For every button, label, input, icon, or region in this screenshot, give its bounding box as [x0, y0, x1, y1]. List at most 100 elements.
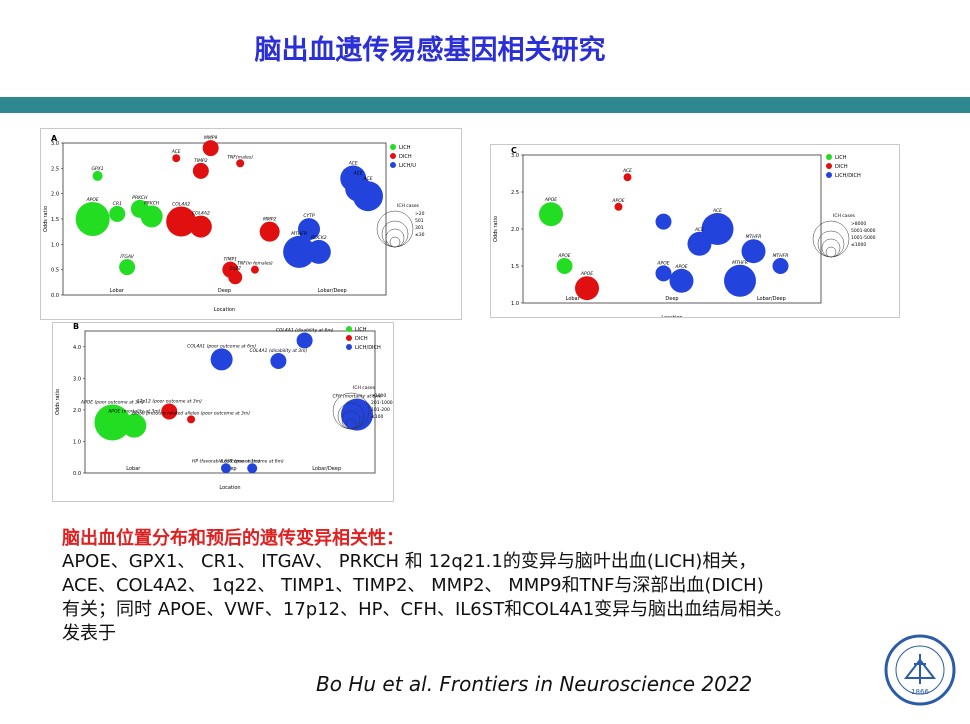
panel-letter-b: B	[73, 323, 79, 331]
bubble-lich-dich	[741, 239, 766, 264]
bubble-label: TIMP1	[224, 257, 238, 263]
bubble-lich-u	[283, 235, 316, 268]
legend-swatch	[346, 344, 352, 350]
legend-label: DICH	[399, 154, 412, 160]
bubble-label: ACE	[712, 208, 722, 214]
bubble-label: MMP9	[204, 135, 217, 141]
bubble-label: APOE	[656, 260, 669, 266]
bubble-lich-u	[306, 239, 331, 264]
bubble-label: APOE	[557, 253, 570, 259]
bubble-label: APOE	[544, 197, 557, 203]
ytick-label: 0.0	[51, 293, 59, 299]
ytick-label: 2.5	[511, 190, 519, 196]
legend-label: LICH/DICH	[355, 345, 381, 351]
legend-swatch	[390, 144, 396, 150]
bubble-lich-dich	[724, 264, 756, 297]
hospital-logo: 1866	[884, 634, 956, 706]
size-legend-ring	[821, 238, 841, 258]
bubble-lich-u	[298, 218, 320, 241]
bubble-dich	[161, 403, 178, 420]
bubble-label: 1q22	[230, 265, 242, 271]
bubble-lich-dich	[687, 231, 712, 256]
bubble-label: CR1	[113, 201, 122, 207]
ytick-label: 0.5	[51, 268, 59, 274]
x-category-label: Lobar	[110, 288, 125, 294]
bubble-label: COL4A1 (disability at 6m)	[276, 327, 334, 333]
legend-label: LICH	[835, 155, 847, 161]
legend-swatch	[826, 154, 832, 160]
bubble-label: MMP2	[263, 217, 276, 223]
bubble-lich-dich	[655, 265, 672, 282]
ytick-label: 4.0	[73, 345, 81, 351]
size-legend-label: ≤1000	[851, 242, 866, 248]
bubble-label: ROCK2	[311, 235, 327, 241]
legend-swatch	[390, 162, 396, 168]
bubble-lich	[75, 202, 110, 236]
bubble-dich	[189, 215, 212, 238]
panel-letter-c: C	[511, 146, 517, 155]
body-line-2: ACE、COL4A2、 1q22、 TIMP1、TIMP2、 MMP2、 MMP…	[62, 575, 764, 596]
bubble-dich	[623, 173, 632, 182]
bubble-label: APOE	[580, 271, 593, 277]
size-legend-label: >20	[415, 211, 425, 217]
bubble-label: COL4A1 (disability at 3m)	[249, 348, 307, 354]
bubble-label: PRKCH	[132, 195, 148, 201]
size-legend-label: 5001-8000	[851, 228, 876, 234]
bubble-dich	[192, 162, 209, 179]
y-axis-label: Odds ratio	[493, 216, 499, 242]
bubble-label: MTHFR	[732, 260, 748, 266]
ytick-label: 1.0	[511, 301, 519, 307]
bubble-label: COL4A2	[172, 202, 190, 208]
bubble-label: MTHFR	[291, 231, 307, 237]
bubble-label: COL4A1 (poor outcome at 6m)	[187, 343, 256, 349]
legend-label: LICH/U	[399, 163, 416, 169]
bubble-label: ACE	[362, 176, 372, 182]
bubble-lich-dich	[655, 213, 672, 230]
body-text: APOE、GPX1、 CR1、 ITGAV、 PRKCH 和 12q21.1的变…	[62, 550, 942, 646]
ytick-label: 3.0	[51, 141, 59, 147]
size-legend-ring	[345, 418, 357, 430]
bubble-lich	[94, 404, 131, 441]
x-category-label: Lobar/Deep	[757, 296, 786, 302]
bubble-label: APOE	[86, 197, 99, 203]
body-line-3: 有关；同时 APOE、VWF、17p12、HP、CFH、IL6ST和COL4A1…	[62, 599, 793, 620]
plot-frame-b	[84, 330, 376, 474]
ytick-label: 1.5	[511, 264, 519, 270]
x-axis-label: Location	[219, 485, 240, 491]
panel-letter-a: A	[51, 134, 58, 143]
chart-c: C 1.0 1.5 2.0 2.5 3.0 Odds ratio Lobar Deep Lobar…	[493, 146, 876, 317]
bubble-label: CYTP	[303, 213, 315, 219]
bubble-lich	[122, 413, 147, 438]
y-axis-label: Odds ratio	[55, 389, 61, 415]
size-legend-title: ICH cases	[353, 385, 376, 391]
bubble-label: 17p12 (poor outcome at 3m)	[137, 398, 203, 404]
size-legend-title: ICH cases	[397, 203, 420, 209]
bubble-lich-dich	[210, 348, 233, 371]
accent-bar	[0, 97, 970, 113]
bubble-lich	[140, 205, 163, 228]
bubble-lich	[119, 259, 136, 276]
bubble-label: GPX1	[92, 166, 104, 172]
legend-label: LICH/DICH	[835, 173, 861, 179]
legend-label: LICH	[399, 145, 411, 151]
bubble-label: ITGAV	[120, 254, 134, 260]
bubble-lich-dich	[341, 398, 373, 431]
size-legend-label: 301	[415, 225, 424, 231]
bubble-lich	[92, 170, 103, 181]
bubble-dich	[166, 206, 197, 237]
bubble-dich	[575, 276, 599, 301]
legend-swatch	[390, 153, 396, 159]
size-legend-ring	[385, 228, 405, 248]
chart-panel-c: C 1.0 1.5 2.0 2.5 3.0 Odds ratio Lobar Deep Lobar…	[490, 144, 900, 318]
ytick-label: 2.0	[73, 408, 81, 414]
size-legend-label: ≤100	[371, 414, 383, 420]
bubble-lich-dich	[270, 352, 287, 369]
x-category-label: Lobar/Deep	[312, 466, 341, 472]
legend-swatch	[826, 163, 832, 169]
bubble-label: TNF(in females)	[237, 261, 273, 267]
legend-swatch	[346, 335, 352, 341]
x-axis-label: Location	[661, 315, 682, 317]
size-legend-ring	[825, 246, 837, 258]
size-legend-title: ICH cases	[833, 213, 856, 219]
